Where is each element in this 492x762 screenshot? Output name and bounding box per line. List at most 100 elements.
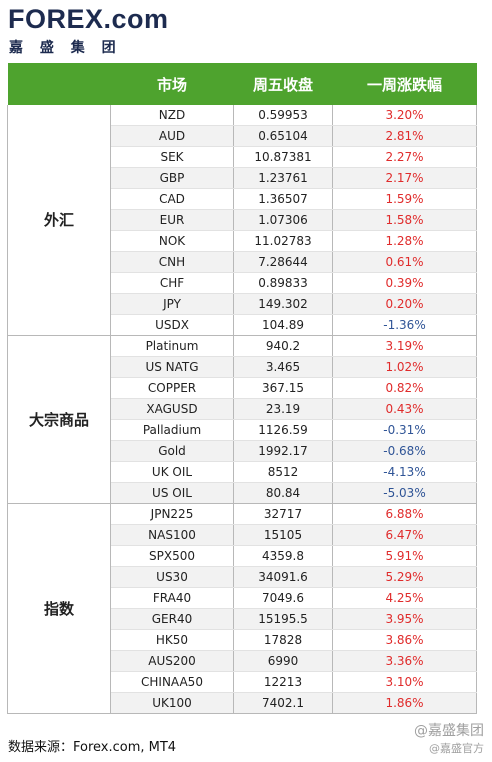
change-cell: 0.61% [332,251,477,273]
table-row: NAS100 15105 6.47% [8,524,477,546]
table-row: USDX 104.89 -1.36% [8,314,477,336]
table-row: CNH 7.28644 0.61% [8,251,477,273]
market-cell: JPN225 [110,503,234,525]
market-cell: AUD [110,125,234,147]
market-cell: AUS200 [110,650,234,672]
table-row: SPX500 4359.8 5.91% [8,545,477,567]
close-cell: 34091.6 [233,566,333,588]
change-cell: 1.58% [332,209,477,231]
market-cell: Platinum [110,335,234,357]
change-cell: 2.17% [332,167,477,189]
table-row: FRA40 7049.6 4.25% [8,587,477,609]
change-cell: 1.28% [332,230,477,252]
table-row: XAGUSD 23.19 0.43% [8,398,477,420]
market-cell: CHINAA50 [110,671,234,693]
market-cell: US30 [110,566,234,588]
group-label: 指数 [7,503,111,714]
change-cell: 2.27% [332,146,477,168]
close-cell: 10.87381 [233,146,333,168]
change-cell: 1.86% [332,692,477,714]
change-cell: 1.02% [332,356,477,378]
close-cell: 940.2 [233,335,333,357]
table-row: CHINAA50 12213 3.10% [8,671,477,693]
close-cell: 1.36507 [233,188,333,210]
market-cell: HK50 [110,629,234,651]
table-row: NOK 11.02783 1.28% [8,230,477,252]
close-cell: 149.302 [233,293,333,315]
close-cell: 1992.17 [233,440,333,462]
watermark: @嘉盛官方 [429,742,484,755]
table-row: HK50 17828 3.86% [8,629,477,651]
watermark: @嘉盛集团 [414,723,484,739]
table-row: EUR 1.07306 1.58% [8,209,477,231]
change-cell: 3.36% [332,650,477,672]
market-cell: NAS100 [110,524,234,546]
close-cell: 23.19 [233,398,333,420]
close-cell: 80.84 [233,482,333,504]
market-cell: SEK [110,146,234,168]
change-cell: 0.43% [332,398,477,420]
market-table: 市场 周五收盘 一周涨跌幅 外汇 NZD 0.59953 3.20% AUD 0.65104 2… [7,63,477,714]
close-cell: 7049.6 [233,587,333,609]
change-cell: 3.86% [332,629,477,651]
close-cell: 7.28644 [233,251,333,273]
header-row: 市场 周五收盘 一周涨跌幅 [7,63,477,105]
market-cell: SPX500 [110,545,234,567]
table-row: GBP 1.23761 2.17% [8,167,477,189]
market-cell: USDX [110,314,234,336]
change-cell: 5.91% [332,545,477,567]
close-cell: 1126.59 [233,419,333,441]
group-label: 大宗商品 [7,335,111,504]
change-cell: 3.95% [332,608,477,630]
market-cell: Palladium [110,419,234,441]
market-cell: Gold [110,440,234,462]
close-cell: 7402.1 [233,692,333,714]
market-cell: UK OIL [110,461,234,483]
table-row: US OIL 80.84 -5.03% [8,482,477,504]
table-row: 大宗商品 Platinum 940.2 3.19% [7,335,477,504]
table-row: GER40 15195.5 3.95% [8,608,477,630]
change-cell: 6.47% [332,524,477,546]
table-row: 指数 JPN225 32717 6.88% [7,503,477,714]
close-cell: 11.02783 [233,230,333,252]
table-row: CAD 1.36507 1.59% [8,188,477,210]
table-row: Palladium 1126.59 -0.31% [8,419,477,441]
table-row: Gold 1992.17 -0.68% [8,440,477,462]
table-row: 外汇 NZD 0.59953 3.20% [7,105,477,336]
market-cell: CHF [110,272,234,294]
close-cell: 104.89 [233,314,333,336]
table-row: AUS200 6990 3.36% [8,650,477,672]
close-cell: 15105 [233,524,333,546]
table-row: UK100 7402.1 1.86% [8,692,477,714]
close-cell: 0.59953 [233,105,333,126]
close-cell: 367.15 [233,377,333,399]
change-cell: 2.81% [332,125,477,147]
market-cell: JPY [110,293,234,315]
group-label: 外汇 [7,105,111,336]
close-cell: 1.07306 [233,209,333,231]
header-cell: 市场 [110,63,234,105]
change-cell: -0.31% [332,419,477,441]
change-cell: -5.03% [332,482,477,504]
logo-subtitle: 嘉 盛 集 团 [9,40,122,56]
change-cell: 5.29% [332,566,477,588]
close-cell: 15195.5 [233,608,333,630]
close-cell: 12213 [233,671,333,693]
market-cell: NOK [110,230,234,252]
market-cell: CNH [110,251,234,273]
close-cell: 8512 [233,461,333,483]
table-row: CHF 0.89833 0.39% [8,272,477,294]
close-cell: 4359.8 [233,545,333,567]
market-cell: US NATG [110,356,234,378]
logo: FOREX.com [8,4,169,34]
close-cell: 6990 [233,650,333,672]
change-cell: 0.39% [332,272,477,294]
table-row: SEK 10.87381 2.27% [8,146,477,168]
market-cell: COPPER [110,377,234,399]
market-cell: NZD [110,105,234,126]
source-note: 数据来源：Forex.com, MT4 [8,740,177,755]
header-cell: 周五收盘 [233,63,333,105]
close-cell: 17828 [233,629,333,651]
market-cell: US OIL [110,482,234,504]
